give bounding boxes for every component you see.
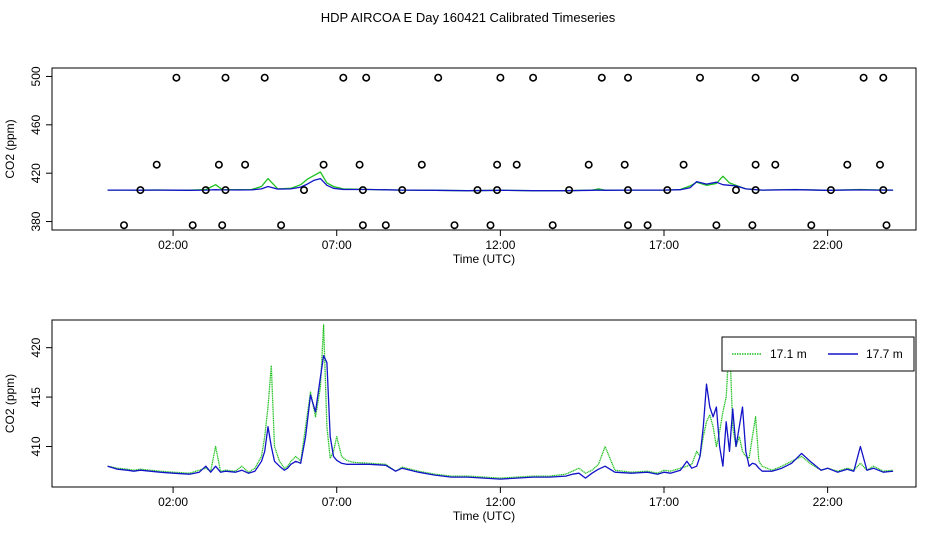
calibration-point [879, 73, 888, 82]
calibration-point [731, 186, 740, 195]
calibration-point [214, 160, 223, 169]
calibration-point [875, 160, 884, 169]
legend: 17.1 m 17.7 m [721, 336, 915, 372]
calibration-point [473, 186, 482, 195]
x-tick-label: 02:00 [158, 495, 188, 509]
calibration-point [260, 73, 269, 82]
calibration-point [355, 160, 364, 169]
calibration-point [879, 186, 888, 195]
x-tick-label: 17:00 [649, 238, 679, 252]
calibration-point [136, 186, 145, 195]
calibration-point [771, 160, 780, 169]
calibration-point [712, 221, 721, 230]
calibration-point [218, 221, 227, 230]
series-line-17-1-m [107, 324, 894, 479]
calibration-point [597, 73, 606, 82]
calibration-point [882, 221, 891, 230]
y-tick-label: 420 [29, 163, 43, 183]
calibration-point [486, 221, 495, 230]
x-tick-label: 02:00 [158, 238, 188, 252]
x-tick-label: 22:00 [813, 495, 843, 509]
calibration-point [643, 221, 652, 230]
calibration-point [748, 221, 757, 230]
calibration-point [188, 221, 197, 230]
y-axis-label: CO2 (ppm) [3, 374, 17, 433]
calibration-point [493, 160, 502, 169]
calibration-point [241, 160, 250, 169]
calibration-point [751, 160, 760, 169]
plot-data [107, 324, 894, 480]
calibration-point [201, 186, 210, 195]
calibration-point [221, 186, 230, 195]
calibration-point [807, 221, 816, 230]
x-tick-label: 12:00 [485, 495, 515, 509]
x-tick-label: 22:00 [813, 238, 843, 252]
calibration-point [120, 221, 129, 230]
calibration-point [623, 221, 632, 230]
x-tick-label: 12:00 [485, 238, 515, 252]
calibration-point [679, 160, 688, 169]
calibration-point [790, 73, 799, 82]
legend-label-0: 17.1 m [770, 347, 807, 361]
calibration-point [623, 186, 632, 195]
calibration-point [695, 73, 704, 82]
plot-frame [51, 319, 917, 488]
calibration-point [663, 186, 672, 195]
calibration-point [565, 186, 574, 195]
calibration-point [381, 221, 390, 230]
calibration-point [843, 160, 852, 169]
x-axis-label: Time (UTC) [453, 252, 515, 266]
bottom-panel: 02:00 07:00 12:00 17:00 22:00 410 415 420 Time (… [3, 319, 917, 523]
y-tick-label: 500 [29, 66, 43, 86]
calibration-point [339, 73, 348, 82]
calibration-point [493, 186, 502, 195]
calibration-point [512, 160, 521, 169]
x-tick-label: 07:00 [322, 238, 352, 252]
calibration-point [417, 160, 426, 169]
y-tick-label: 420 [29, 337, 43, 357]
calibration-point [751, 186, 760, 195]
y-tick-label: 380 [29, 211, 43, 231]
calibration-point [450, 221, 459, 230]
y-tick-label: 460 [29, 114, 43, 134]
calibration-point [548, 221, 557, 230]
top-panel: 02:00 07:00 12:00 17:00 22:00 380 420 460 500 Tim… [3, 66, 917, 266]
calibration-point [584, 160, 593, 169]
calibration-point [221, 73, 230, 82]
y-axis-label: CO2 (ppm) [3, 119, 17, 178]
calibration-point [496, 73, 505, 82]
series-line-17-7-m [107, 354, 894, 480]
calibration-point [277, 221, 286, 230]
chart-title: HDP AIRCOA E Day 160421 Calibrated Times… [321, 10, 616, 25]
calibration-point [859, 73, 868, 82]
calibration-point [172, 73, 181, 82]
plot-frame [51, 67, 917, 231]
legend-box [721, 336, 915, 372]
calibration-point [362, 73, 371, 82]
calibration-point [620, 160, 629, 169]
calibration-point [751, 73, 760, 82]
calibration-point [826, 186, 835, 195]
calibration-point [152, 160, 161, 169]
calibration-point [319, 160, 328, 169]
calibration-point [398, 186, 407, 195]
legend-label-1: 17.7 m [866, 347, 903, 361]
calibration-point [434, 73, 443, 82]
calibration-point [358, 221, 367, 230]
calibration-point [529, 73, 538, 82]
x-tick-label: 07:00 [322, 495, 352, 509]
calibration-point [623, 73, 632, 82]
x-tick-label: 17:00 [649, 495, 679, 509]
calibration-point [358, 186, 367, 195]
calibration-point [299, 186, 308, 195]
x-axis-label: Time (UTC) [453, 509, 515, 523]
y-tick-label: 415 [29, 387, 43, 407]
y-tick-label: 410 [29, 436, 43, 456]
